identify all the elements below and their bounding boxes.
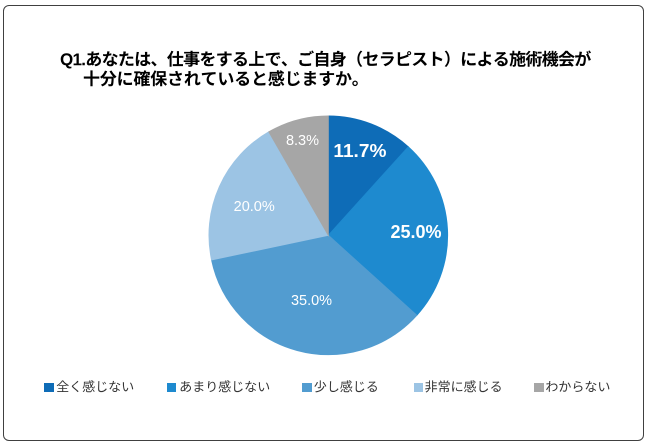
svg-text:11.7%: 11.7%	[333, 141, 386, 161]
svg-text:8.3%: 8.3%	[286, 133, 319, 149]
svg-text:20.0%: 20.0%	[234, 199, 275, 215]
svg-text:35.0%: 35.0%	[291, 293, 332, 309]
svg-text:25.0%: 25.0%	[390, 222, 441, 242]
